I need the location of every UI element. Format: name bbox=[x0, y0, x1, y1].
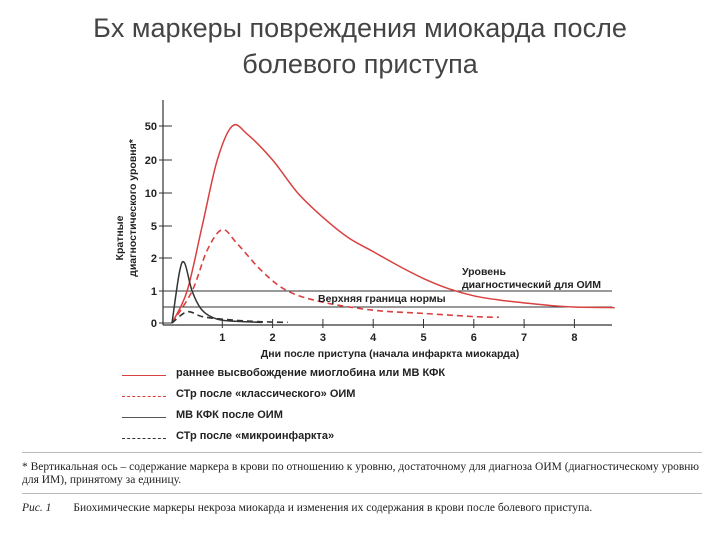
x-tick-label: 2 bbox=[270, 332, 276, 344]
y-tick-label: 20 bbox=[145, 155, 157, 167]
x-tick-label: 8 bbox=[571, 332, 577, 344]
figure-caption: Рис. 1 Биохимические маркеры некроза миок… bbox=[22, 502, 702, 514]
divider bbox=[22, 452, 702, 453]
y-tick-label: 0 bbox=[151, 318, 157, 330]
legend-label: раннее высвобождение миоглобина или МВ К… bbox=[176, 367, 446, 379]
y-axis-label-line-2: диагностического уровня* bbox=[127, 138, 139, 277]
x-tick-label: 5 bbox=[420, 332, 426, 344]
slide-title: Бх маркеры повреждения миокарда после бо… bbox=[0, 10, 720, 82]
ctr-microinfarct-series-line bbox=[171, 310, 288, 324]
diagnostic-level-label-2: диагностический для ОИМ bbox=[462, 279, 601, 291]
legend-swatch-dark-dashed bbox=[122, 438, 166, 439]
legend-item: СТр после «классического» ОИМ bbox=[120, 387, 540, 408]
legend-item: раннее высвобождение миоглобина или МВ К… bbox=[120, 366, 540, 387]
y-tick-label: 10 bbox=[145, 188, 157, 200]
legend-swatch-dark-solid bbox=[122, 417, 166, 418]
title-line-2: болевого приступа bbox=[242, 49, 478, 79]
legend-item: СТр после «микроинфаркта» bbox=[120, 429, 540, 450]
legend-swatch-red-dashed bbox=[122, 396, 166, 397]
chart-legend: раннее высвобождение миоглобина или МВ К… bbox=[120, 366, 540, 450]
y-tick-label: 2 bbox=[151, 253, 157, 265]
diagnostic-level-label-1: Уровень bbox=[462, 266, 506, 278]
y-tick-label: 50 bbox=[145, 121, 157, 133]
legend-label: СТр после «классического» ОИМ bbox=[176, 388, 356, 400]
x-tick-label: 6 bbox=[471, 332, 477, 344]
divider bbox=[22, 493, 702, 494]
ctr-classic-series-line bbox=[171, 228, 499, 324]
upper-normal-label: Верхняя граница нормы bbox=[318, 293, 446, 305]
x-tick-label: 4 bbox=[370, 332, 377, 344]
x-tick-label: 3 bbox=[320, 332, 326, 344]
x-axis-label: Дни после приступа (начала инфаркта миок… bbox=[261, 348, 519, 360]
y-axis-label-line-1: Кратные bbox=[114, 215, 126, 260]
legend-item: МВ КФК после ОИМ bbox=[120, 408, 540, 429]
legend-label: СТр после «микроинфаркта» bbox=[176, 430, 335, 442]
x-tick-label: 7 bbox=[521, 332, 527, 344]
x-tick-label: 1 bbox=[219, 332, 225, 344]
legend-label: МВ КФК после ОИМ bbox=[176, 409, 283, 421]
legend-swatch-red-solid bbox=[122, 375, 166, 376]
caption-label: Рис. 1 bbox=[22, 502, 52, 514]
y-tick-label: 1 bbox=[151, 286, 157, 298]
caption-text: Биохимические маркеры некроза миокарда и… bbox=[73, 502, 593, 514]
title-line-1: Бх маркеры повреждения миокарда после bbox=[93, 13, 627, 43]
y-tick-label: 5 bbox=[151, 221, 157, 233]
mb-ck-series-line bbox=[171, 260, 263, 324]
footnote: * Вертикальная ось – содержание маркера … bbox=[22, 461, 700, 486]
myoglobin-series-line bbox=[171, 123, 615, 324]
